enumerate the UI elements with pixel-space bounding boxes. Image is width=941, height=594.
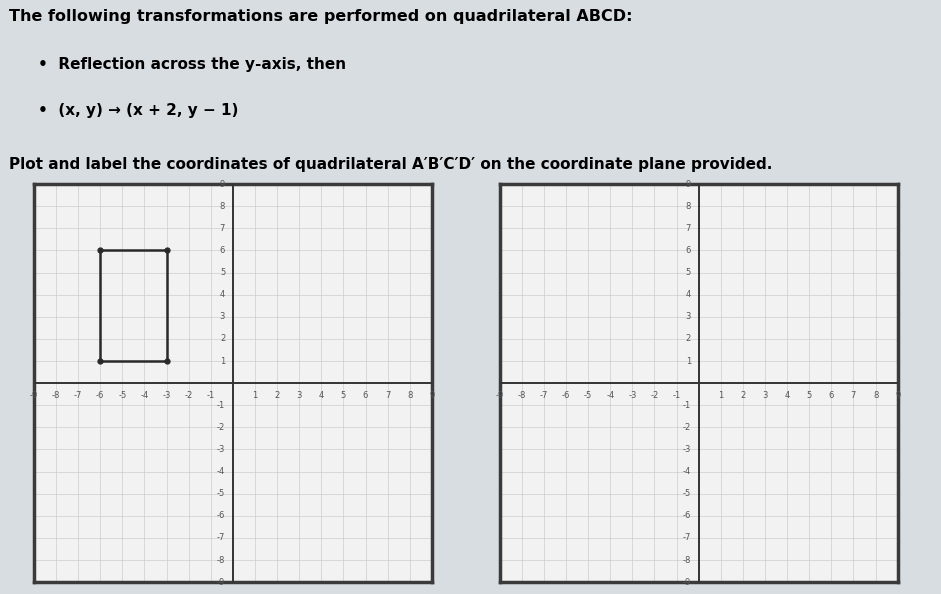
- Text: -8: -8: [682, 555, 691, 564]
- Text: -7: -7: [682, 533, 691, 542]
- Text: -4: -4: [140, 391, 149, 400]
- Text: 4: 4: [319, 391, 324, 400]
- Text: -9: -9: [683, 577, 691, 587]
- Text: 2: 2: [220, 334, 225, 343]
- Text: -6: -6: [562, 391, 570, 400]
- Text: -3: -3: [216, 445, 225, 454]
- Text: 4: 4: [686, 290, 691, 299]
- Text: -1: -1: [217, 401, 225, 410]
- Text: 8: 8: [873, 391, 878, 400]
- Text: 2: 2: [275, 391, 279, 400]
- Text: 9: 9: [686, 179, 691, 189]
- Text: -2: -2: [650, 391, 659, 400]
- Text: 9: 9: [429, 391, 435, 400]
- Text: -7: -7: [540, 391, 548, 400]
- Text: -8: -8: [52, 391, 60, 400]
- Text: -6: -6: [216, 511, 225, 520]
- Text: 3: 3: [296, 391, 302, 400]
- Text: -9: -9: [217, 577, 225, 587]
- Text: -9: -9: [496, 391, 503, 400]
- Text: 1: 1: [686, 356, 691, 365]
- Text: 1: 1: [220, 356, 225, 365]
- Text: -5: -5: [119, 391, 126, 400]
- Text: -4: -4: [683, 467, 691, 476]
- Text: -1: -1: [207, 391, 215, 400]
- Text: -6: -6: [682, 511, 691, 520]
- Text: 9: 9: [220, 179, 225, 189]
- Text: 5: 5: [806, 391, 812, 400]
- Text: 6: 6: [220, 246, 225, 255]
- Text: 7: 7: [385, 391, 391, 400]
- Text: -4: -4: [217, 467, 225, 476]
- Text: -9: -9: [30, 391, 38, 400]
- Text: 8: 8: [686, 202, 691, 211]
- Text: -3: -3: [629, 391, 636, 400]
- Text: 1: 1: [252, 391, 258, 400]
- Text: 5: 5: [220, 268, 225, 277]
- Text: 4: 4: [220, 290, 225, 299]
- Text: 3: 3: [762, 391, 768, 400]
- Text: Plot and label the coordinates of quadrilateral A′B′C′D′ on the coordinate plane: Plot and label the coordinates of quadri…: [9, 157, 773, 172]
- Text: -8: -8: [518, 391, 526, 400]
- Text: 7: 7: [686, 224, 691, 233]
- Text: -3: -3: [163, 391, 170, 400]
- Text: 6: 6: [363, 391, 368, 400]
- Text: 7: 7: [851, 391, 856, 400]
- Text: -5: -5: [683, 489, 691, 498]
- Text: -7: -7: [216, 533, 225, 542]
- Text: 5: 5: [686, 268, 691, 277]
- Text: The following transformations are performed on quadrilateral ABCD:: The following transformations are perfor…: [9, 9, 633, 24]
- Text: 3: 3: [686, 312, 691, 321]
- Text: -2: -2: [184, 391, 193, 400]
- Text: 1: 1: [718, 391, 724, 400]
- Text: -1: -1: [673, 391, 680, 400]
- Text: -3: -3: [682, 445, 691, 454]
- Text: 9: 9: [895, 391, 901, 400]
- Text: •  Reflection across the y-axis, then: • Reflection across the y-axis, then: [38, 57, 345, 72]
- Text: •  (x, y) → (x + 2, y − 1): • (x, y) → (x + 2, y − 1): [38, 103, 238, 118]
- Text: 8: 8: [220, 202, 225, 211]
- Text: -4: -4: [606, 391, 614, 400]
- Text: 8: 8: [407, 391, 412, 400]
- Text: 5: 5: [341, 391, 346, 400]
- Text: -5: -5: [584, 391, 592, 400]
- Text: 2: 2: [741, 391, 745, 400]
- Text: -8: -8: [216, 555, 225, 564]
- Text: 3: 3: [220, 312, 225, 321]
- Text: -2: -2: [683, 423, 691, 432]
- Text: 2: 2: [686, 334, 691, 343]
- Text: 6: 6: [829, 391, 834, 400]
- Text: 7: 7: [220, 224, 225, 233]
- Text: -6: -6: [96, 391, 104, 400]
- Text: -2: -2: [217, 423, 225, 432]
- Text: -7: -7: [74, 391, 82, 400]
- Text: -5: -5: [217, 489, 225, 498]
- Text: -1: -1: [683, 401, 691, 410]
- Text: 6: 6: [686, 246, 691, 255]
- Text: 4: 4: [785, 391, 789, 400]
